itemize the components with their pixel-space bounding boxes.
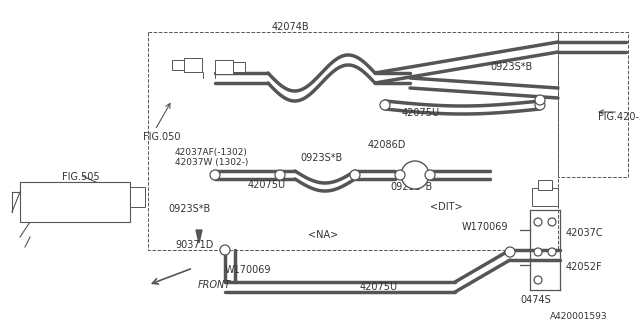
Text: 42074B: 42074B <box>271 22 309 32</box>
Text: FIG.050: FIG.050 <box>143 132 180 142</box>
Text: 42075U: 42075U <box>360 282 398 292</box>
Circle shape <box>395 170 405 180</box>
Bar <box>215 60 233 74</box>
Circle shape <box>380 100 390 110</box>
Text: 90371D: 90371D <box>175 240 213 250</box>
Circle shape <box>220 245 230 255</box>
Text: 0923S*B: 0923S*B <box>168 204 211 214</box>
Circle shape <box>534 276 542 284</box>
Text: 0923S*B: 0923S*B <box>390 182 432 192</box>
Bar <box>538 180 552 190</box>
Circle shape <box>401 161 429 189</box>
Text: 42086D: 42086D <box>368 140 406 150</box>
Circle shape <box>210 170 220 180</box>
Circle shape <box>534 218 542 226</box>
Circle shape <box>535 95 545 105</box>
Bar <box>20 182 130 222</box>
Text: 42037W (1302-): 42037W (1302-) <box>175 158 248 167</box>
Text: W170069: W170069 <box>462 222 509 232</box>
Bar <box>233 62 245 72</box>
Text: 42075U: 42075U <box>248 180 286 190</box>
Circle shape <box>534 248 542 256</box>
Circle shape <box>350 170 360 180</box>
Circle shape <box>425 170 435 180</box>
Text: 42052F: 42052F <box>566 262 603 272</box>
Bar <box>558 32 628 177</box>
Text: FRONT: FRONT <box>198 280 231 290</box>
Polygon shape <box>196 230 202 243</box>
Text: 0923S*B: 0923S*B <box>490 62 532 72</box>
Circle shape <box>548 218 556 226</box>
Text: FIG.505: FIG.505 <box>62 172 100 182</box>
Text: A420001593: A420001593 <box>550 312 607 320</box>
Bar <box>148 32 558 250</box>
Circle shape <box>535 100 545 110</box>
Text: 42075U: 42075U <box>402 108 440 118</box>
Circle shape <box>505 247 515 257</box>
Text: FIG.420-3: FIG.420-3 <box>598 112 640 122</box>
Text: W170069: W170069 <box>225 265 271 275</box>
Circle shape <box>275 170 285 180</box>
Text: 42037C: 42037C <box>566 228 604 238</box>
Bar <box>130 187 145 207</box>
Text: 0923S*B: 0923S*B <box>300 153 342 163</box>
Bar <box>532 188 558 206</box>
Text: <NA>: <NA> <box>308 230 339 240</box>
Text: <DIT>: <DIT> <box>430 202 463 212</box>
Text: 42037AF(-1302): 42037AF(-1302) <box>175 148 248 157</box>
Circle shape <box>548 248 556 256</box>
Bar <box>172 60 184 70</box>
Text: 0474S: 0474S <box>520 295 551 305</box>
Bar <box>184 58 202 72</box>
